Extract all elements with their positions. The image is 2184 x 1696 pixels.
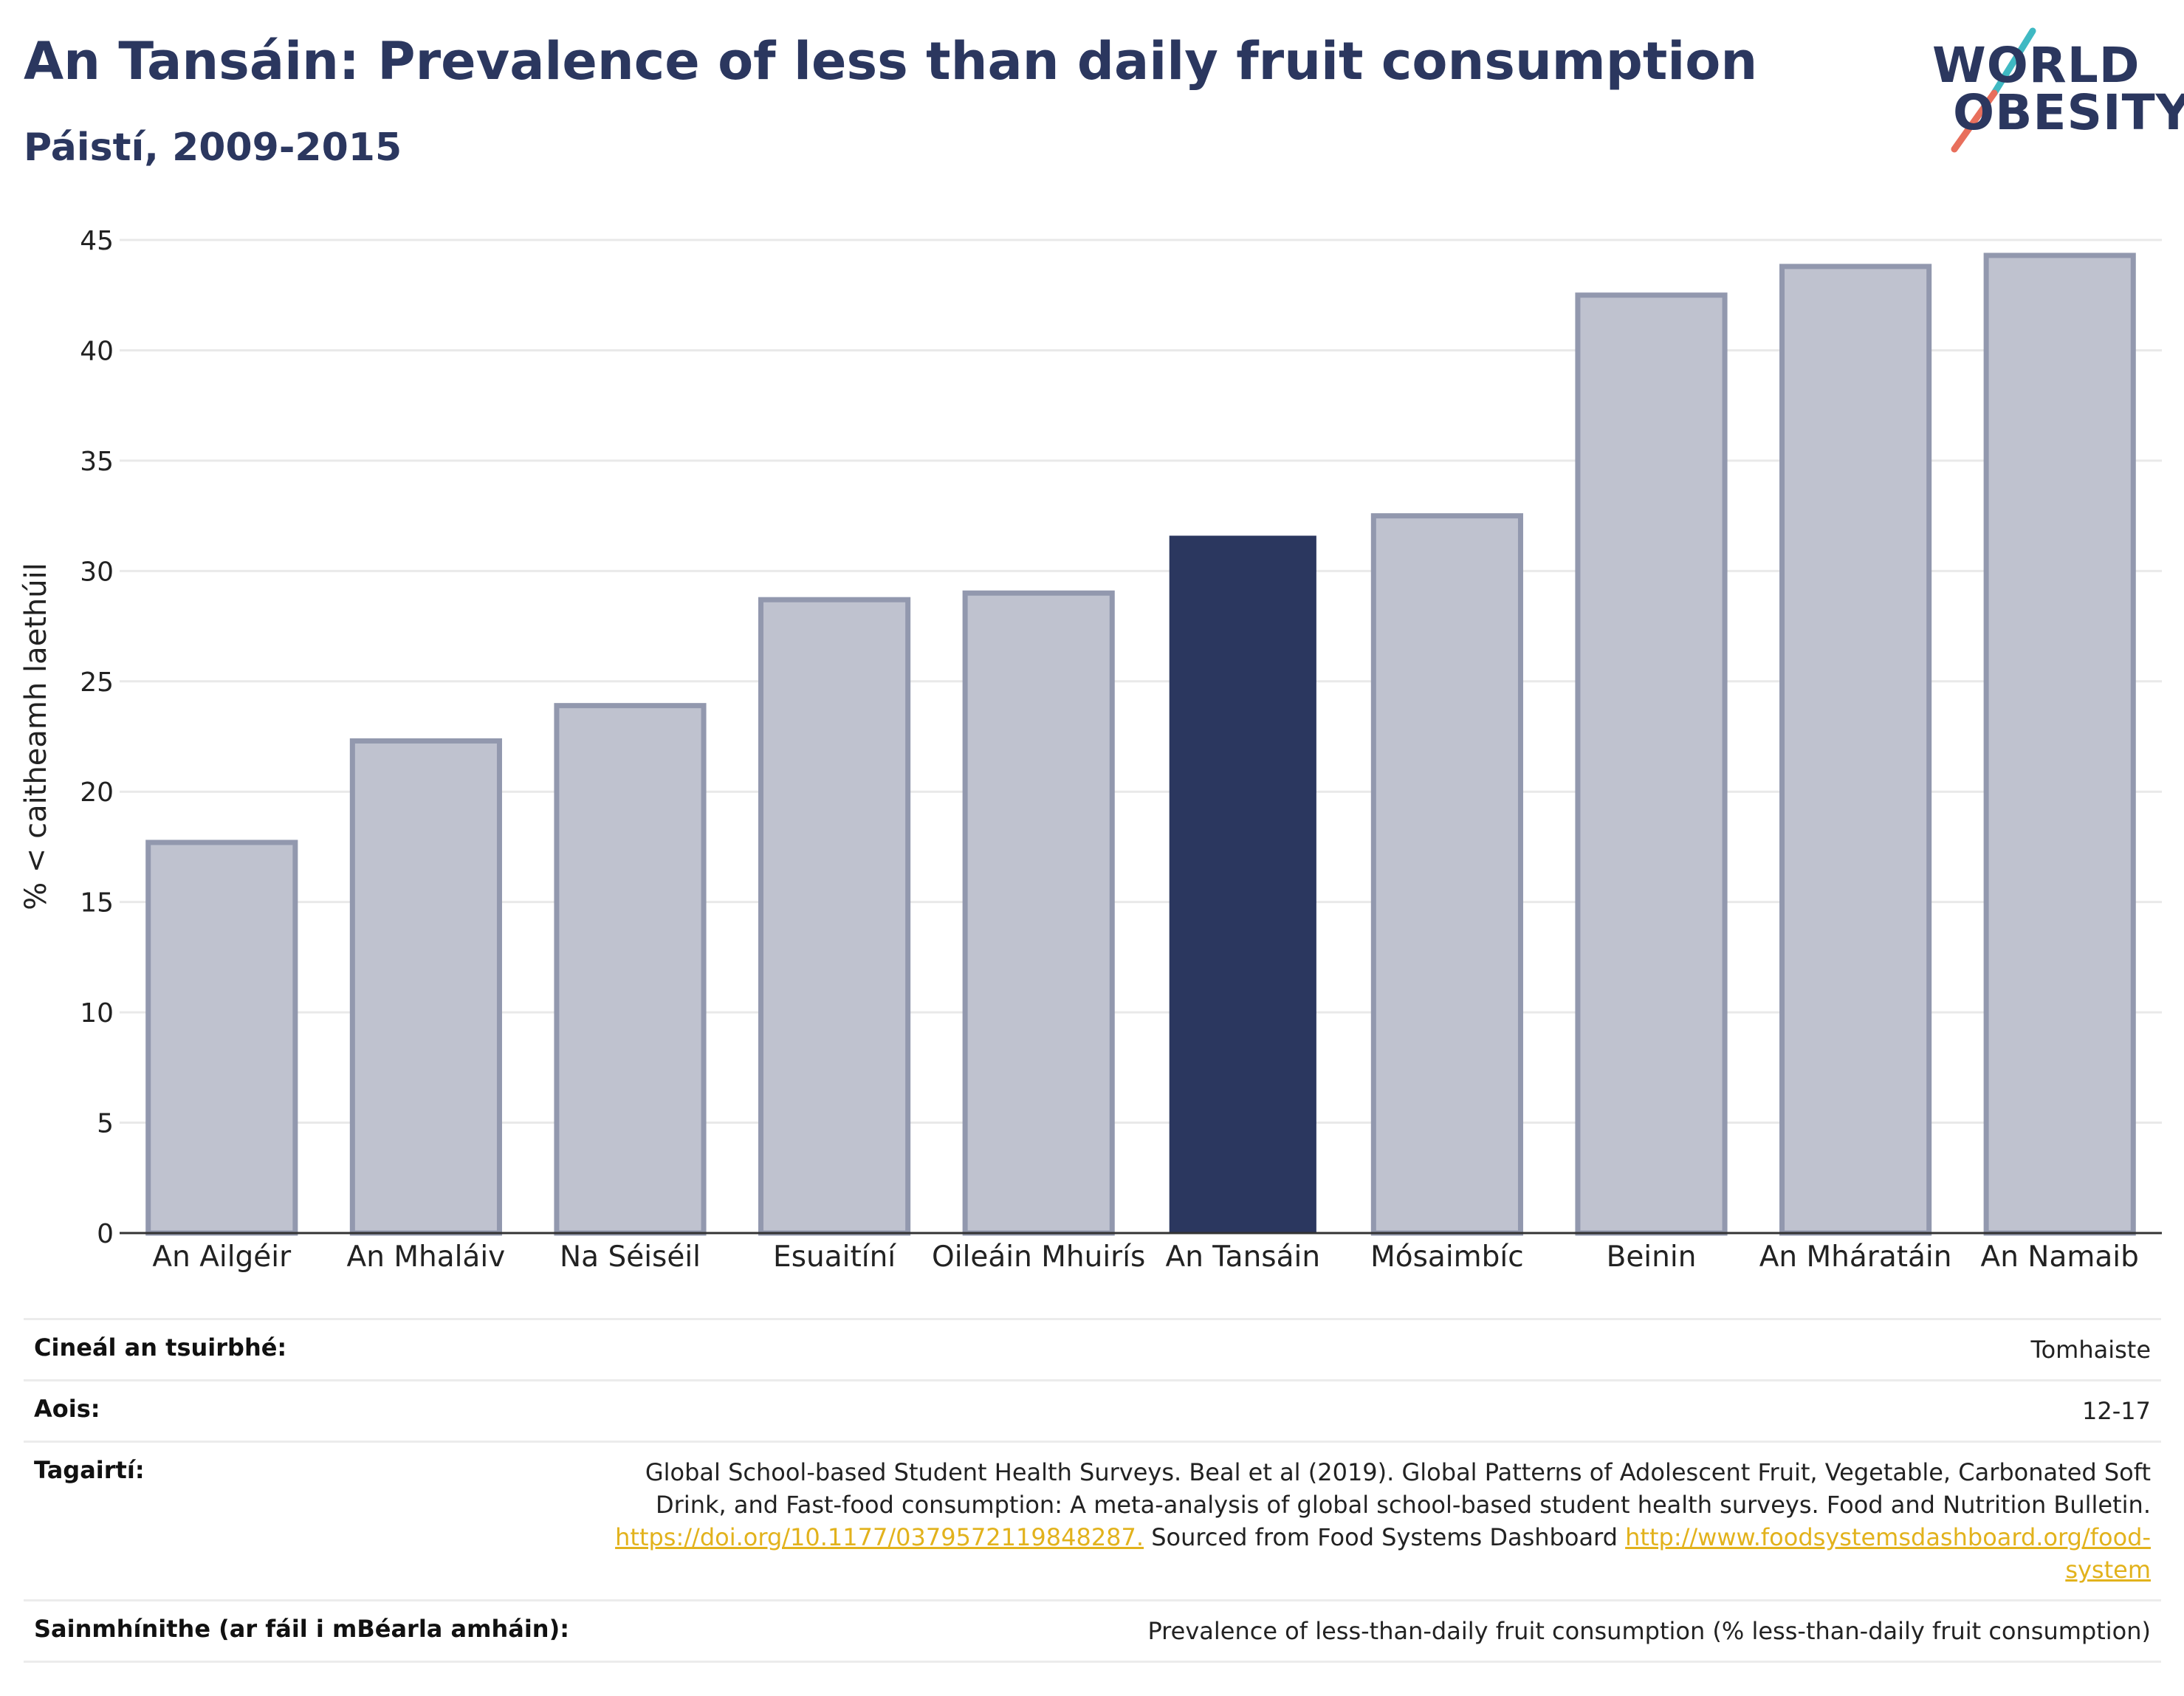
y-tick-label: 10 — [80, 998, 114, 1029]
references-label: Tagairtí: — [34, 1456, 145, 1484]
survey-type-label: Cineál an tsuirbhé: — [34, 1333, 287, 1362]
y-tick-label: 40 — [80, 336, 114, 366]
y-tick-label: 30 — [80, 557, 114, 587]
doi-link[interactable]: https://doi.org/10.1177/0379572119848287… — [615, 1523, 1144, 1551]
x-tick-label: An Ailgéir — [152, 1240, 292, 1274]
bar — [1983, 253, 2136, 1236]
bar-chart: 0 5 10 15 20 25 30 35 40 45 An Ailgéir An Mhaláiv N… — [19, 226, 2162, 1274]
bar — [758, 597, 911, 1236]
x-tick-label: Beinin — [1607, 1240, 1697, 1274]
y-tick-label: 35 — [80, 447, 114, 477]
survey-type-value: Tomhaiste — [2030, 1336, 2151, 1364]
age-label: Aois: — [34, 1395, 100, 1423]
meta-row-definition: Sainmhínithe (ar fáil i mBéarla amháin):… — [24, 1599, 2161, 1663]
bars — [145, 253, 2136, 1236]
references-text: Global School-based Student Health Surve… — [645, 1458, 2151, 1519]
x-tick-label: Oileáin Mhuirís — [932, 1240, 1145, 1274]
x-tick-label: An Namaib — [1981, 1240, 2139, 1274]
y-tick-label: 25 — [80, 667, 114, 698]
bar — [1169, 535, 1316, 1233]
logo-text-obesity: OBESITY — [1953, 84, 2184, 141]
y-axis-label: % < caitheamh laethúil — [19, 563, 53, 910]
x-tick-label: An Mhaláiv — [347, 1240, 506, 1274]
x-tick-label: Mósaimbíc — [1370, 1240, 1524, 1274]
food-systems-dashboard-link[interactable]: http://www.foodsystemsdashboard.org/food… — [1625, 1523, 2151, 1584]
x-tick-label: Esuaitíní — [773, 1240, 896, 1274]
y-tick-label: 45 — [80, 226, 114, 256]
age-value: 12-17 — [2082, 1397, 2151, 1425]
bar — [349, 738, 502, 1236]
x-tick-label: Na Séiséil — [560, 1240, 701, 1274]
chart-title: An Tansáin: Prevalence of less than dail… — [24, 31, 1758, 92]
y-tick-label: 5 — [97, 1109, 114, 1139]
x-tick-label: An Tansáin — [1166, 1240, 1321, 1274]
references-value: Global School-based Student Health Surve… — [593, 1456, 2151, 1586]
bar — [1779, 264, 1932, 1236]
meta-row-references: Tagairtí: Global School-based Student He… — [24, 1441, 2161, 1599]
bar — [1370, 513, 1523, 1236]
definition-label: Sainmhínithe (ar fáil i mBéarla amháin): — [34, 1615, 569, 1643]
meta-row-age: Aois: 12-17 — [24, 1379, 2161, 1441]
bar — [554, 703, 707, 1236]
y-tick-labels: 0 5 10 15 20 25 30 35 40 45 — [80, 226, 114, 1249]
references-source-text: Sourced from Food Systems Dashboard — [1144, 1523, 1626, 1551]
bar — [145, 840, 298, 1236]
chart-subtitle: Páistí, 2009-2015 — [24, 126, 402, 170]
bar — [1575, 292, 1728, 1236]
y-tick-label: 0 — [97, 1219, 114, 1249]
meta-row-survey-type: Cineál an tsuirbhé: Tomhaiste — [24, 1318, 2161, 1379]
x-tick-label: An Mháratáin — [1759, 1240, 1952, 1274]
metadata-table: Cineál an tsuirbhé: Tomhaiste Aois: 12-1… — [24, 1318, 2161, 1663]
world-obesity-logo: WORLD OBESITY — [1923, 22, 2184, 155]
logo-slash-icon — [1951, 27, 2036, 153]
definition-value: Prevalence of less-than-daily fruit cons… — [1147, 1617, 2151, 1645]
y-tick-label: 20 — [80, 777, 114, 808]
x-tick-labels: An Ailgéir An Mhaláiv Na Séiséil Esuaitíní O… — [152, 1240, 2138, 1274]
y-tick-label: 15 — [80, 888, 114, 919]
logo-text-world: WORLD — [1932, 37, 2140, 94]
bar — [962, 590, 1115, 1236]
